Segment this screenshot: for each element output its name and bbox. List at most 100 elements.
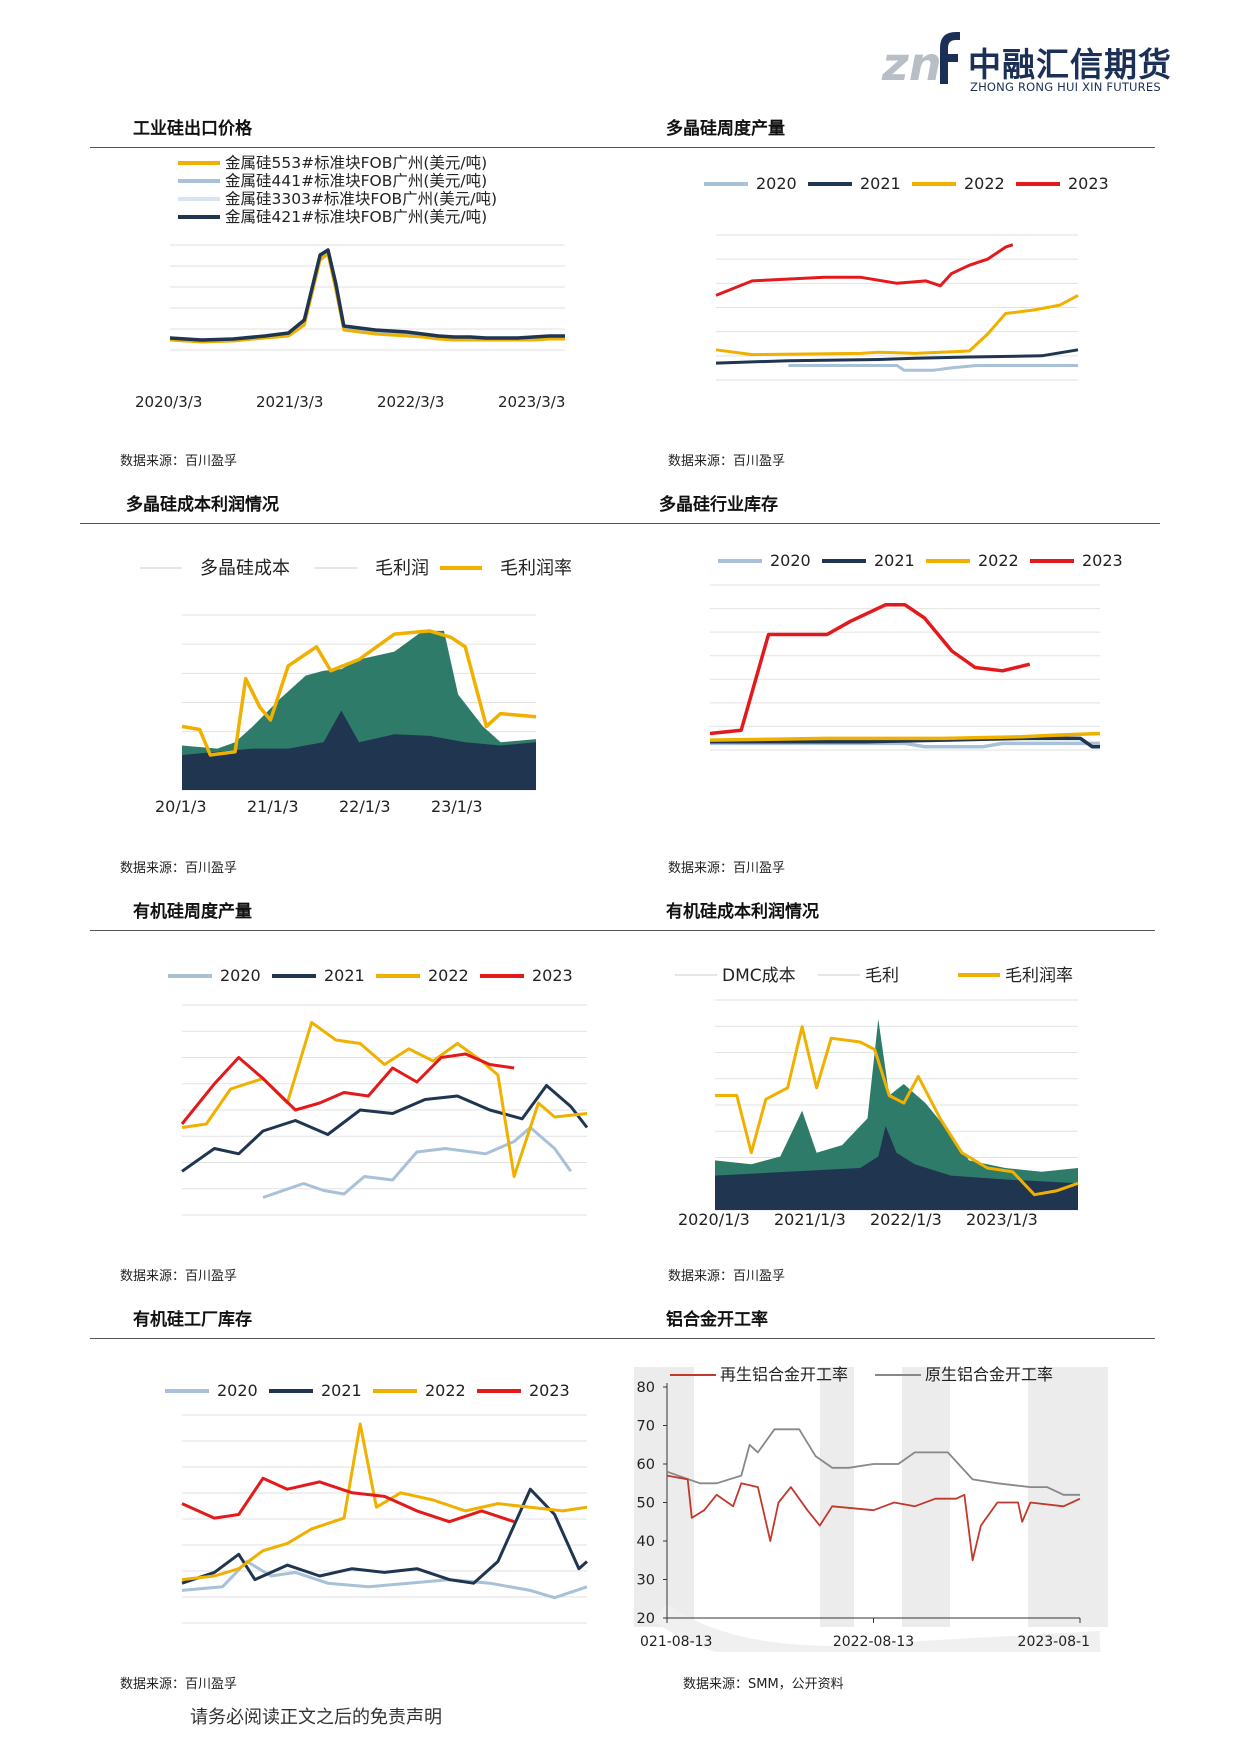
source-note-6: 数据来源：百川盈孚 (668, 1269, 786, 1284)
legend-label-1: 毛利润 (375, 558, 429, 579)
series-line-0 (169, 252, 565, 344)
chart-polysilicon-inventory: 2020 2021 2022 2023 (709, 551, 1123, 751)
area-cost (182, 710, 536, 790)
footer-disclaimer: 请务必阅读正文之后的免责声明 (190, 1707, 442, 1728)
chart-organosilicon-weekly-output: 2020 2021 2022 2023 (168, 966, 589, 1216)
legend-label-1: 2021 (321, 1381, 362, 1400)
series-line-2 (181, 1021, 588, 1178)
divider-row-1 (90, 147, 1155, 148)
panel-title-7: 有机硅工厂库存 (133, 1310, 252, 1330)
chart-aluminum-alloy-operating-rate: 20 30 40 50 60 70 80 021-08-13 2022-08-13 2023-08… (634, 1365, 1108, 1652)
panel-title-3: 多晶硅成本利润情况 (126, 495, 279, 515)
series-line-1 (666, 1474, 1081, 1562)
source-note-2: 数据来源：百川盈孚 (668, 454, 786, 469)
legend-label-1: 2021 (874, 551, 915, 570)
legend-label-2: 2022 (425, 1381, 466, 1400)
brand-name-en: ZHONG RONG HUI XIN FUTURES (970, 80, 1161, 94)
legend-label-3: 2023 (1068, 174, 1109, 193)
area-dmc-cost (715, 1126, 1078, 1210)
legend-label-2: 金属硅3303#标准块FOB广州(美元/吨) (225, 190, 497, 208)
watermark-bands (634, 1367, 1108, 1652)
legend-label-0: 2020 (217, 1381, 258, 1400)
chart-organosilicon-cost-profit: DMC成本 毛利 毛利润率 2020/1/3 2021/1/3 2022/1/3 2023/… (675, 966, 1079, 1229)
legend-label-1: 原生铝合金开工率 (925, 1365, 1053, 1384)
x-tick-label-3: 23/1/3 (431, 797, 483, 816)
series-line-1 (181, 1487, 588, 1585)
x-tick-label-0: 2020/3/3 (135, 393, 202, 411)
series-line-3 (181, 1476, 515, 1524)
znf-logo-icon: zn (881, 32, 960, 90)
legend-label-2: 毛利润率 (500, 558, 572, 579)
series-line-3 (709, 603, 1031, 736)
legend-label-2: 2022 (428, 966, 469, 985)
watermark-band-3 (1028, 1367, 1108, 1627)
panel-title-1: 工业硅出口价格 (133, 119, 252, 139)
x-tick-label-2: 22/1/3 (339, 797, 391, 816)
legend-label-3: 2023 (529, 1381, 570, 1400)
legend-label-0: 多晶硅成本 (200, 558, 290, 579)
x-tick-label-0: 20/1/3 (155, 797, 207, 816)
series-line-0 (788, 364, 1078, 372)
watermark-band-0 (634, 1367, 694, 1627)
watermark-band-1 (820, 1367, 854, 1627)
y-tick-label-5: 70 (637, 1419, 655, 1435)
y-tick-label-6: 80 (637, 1380, 655, 1396)
legend-label-0: 2020 (756, 174, 797, 193)
source-note-8: 数据来源：SMM，公开资料 (683, 1677, 844, 1692)
legend-label-3: 2023 (1082, 551, 1123, 570)
series-line-2 (709, 731, 1101, 742)
area-gross-profit (715, 1019, 1078, 1210)
panel-title-4: 多晶硅行业库存 (659, 495, 778, 515)
y-tick-label-4: 60 (637, 1457, 655, 1473)
panel-title-5: 有机硅周度产量 (133, 902, 252, 922)
legend-label-2: 2022 (978, 551, 1019, 570)
series-line-margin-rate (715, 1025, 1079, 1197)
source-note-5: 数据来源：百川盈孚 (120, 1269, 238, 1284)
watermark-band-2 (902, 1367, 950, 1627)
y-tick-label-2: 40 (637, 1534, 655, 1550)
panel-title-2: 多晶硅周度产量 (666, 119, 785, 139)
brand-logo: zn 中融汇信期货 ZHONG RONG HUI XIN FUTURES (880, 28, 1180, 98)
series-line-1 (715, 348, 1079, 365)
legend-label-0: 2020 (220, 966, 261, 985)
brand-name-cn: 中融汇信期货 (968, 45, 1172, 84)
x-tick-label-0: 021-08-13 (640, 1634, 712, 1650)
legend-label-1: 毛利 (865, 966, 899, 986)
x-tick-label-1: 2022-08-13 (833, 1634, 914, 1650)
source-note-4: 数据来源：百川盈孚 (668, 861, 786, 876)
legend-label-0: 再生铝合金开工率 (720, 1365, 848, 1384)
series-line-3 (169, 248, 565, 342)
legend-label-3: 金属硅421#标准块FOB广州(美元/吨) (225, 208, 487, 226)
divider-row-4 (90, 1338, 1155, 1339)
legend-label-1: 2021 (324, 966, 365, 985)
legend-label-2: 毛利润率 (1005, 966, 1073, 986)
legend-label-0: DMC成本 (722, 966, 796, 986)
series-line-1 (181, 1084, 589, 1173)
series-line-0 (710, 741, 1100, 749)
x-tick-label-2: 2023-08-1 (1018, 1634, 1090, 1650)
series-line-3 (715, 243, 1014, 297)
svg-text:zn: zn (881, 37, 942, 90)
chart-polysilicon-cost-profit: 多晶硅成本 毛利润 毛利润率 20/1/3 21/1/3 22/1/3 23/1/3 (140, 558, 572, 816)
series-line-2 (169, 249, 565, 342)
x-tick-label-2: 2022/3/3 (377, 393, 444, 411)
series-line-margin-rate (181, 629, 537, 757)
y-tick-label-0: 20 (637, 1611, 655, 1627)
legend-label-3: 2023 (532, 966, 573, 985)
divider-row-3 (90, 930, 1155, 931)
panel-title-8: 铝合金开工率 (666, 1310, 768, 1330)
chart-organosilicon-factory-inventory: 2020 2021 2022 2023 (165, 1381, 588, 1624)
source-note-7: 数据来源：百川盈孚 (120, 1677, 238, 1692)
watermark-swoosh (653, 1603, 1101, 1652)
legend-label-1: 金属硅441#标准块FOB广州(美元/吨) (225, 172, 487, 190)
legend-label-2: 2022 (964, 174, 1005, 193)
x-tick-label-2: 2022/1/3 (870, 1210, 942, 1229)
x-tick-label-1: 21/1/3 (247, 797, 299, 816)
panel-title-6: 有机硅成本利润情况 (666, 902, 819, 922)
chart-silicon-export-price: 金属硅553#标准块FOB广州(美元/吨)金属硅441#标准块FOB广州(美元/… (135, 154, 565, 411)
legend-label-1: 2021 (860, 174, 901, 193)
divider-row-2 (80, 523, 1160, 524)
series-line-2 (181, 1422, 588, 1582)
source-note-1: 数据来源：百川盈孚 (120, 454, 238, 469)
source-note-3: 数据来源：百川盈孚 (120, 861, 238, 876)
